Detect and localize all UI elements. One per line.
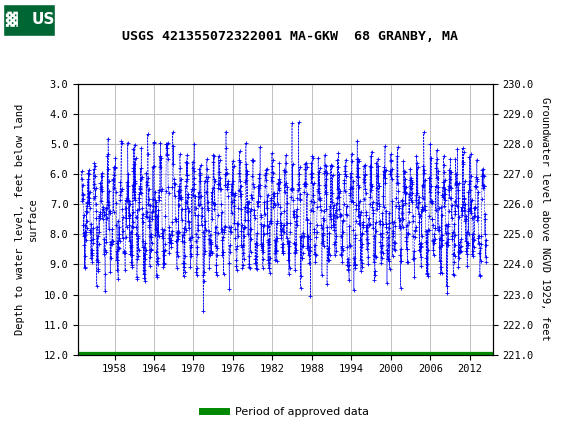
Text: USGS: USGS — [32, 12, 79, 27]
Bar — [3, 4, 55, 36]
Text: ▓: ▓ — [5, 12, 16, 27]
Legend: Period of approved data: Period of approved data — [198, 402, 374, 421]
Y-axis label: Groundwater level above NGVD 1929, feet: Groundwater level above NGVD 1929, feet — [539, 98, 549, 341]
Y-axis label: Depth to water level, feet below land
surface: Depth to water level, feet below land su… — [15, 104, 38, 335]
Text: USGS 421355072322001 MA-GKW  68 GRANBY, MA: USGS 421355072322001 MA-GKW 68 GRANBY, M… — [122, 30, 458, 43]
